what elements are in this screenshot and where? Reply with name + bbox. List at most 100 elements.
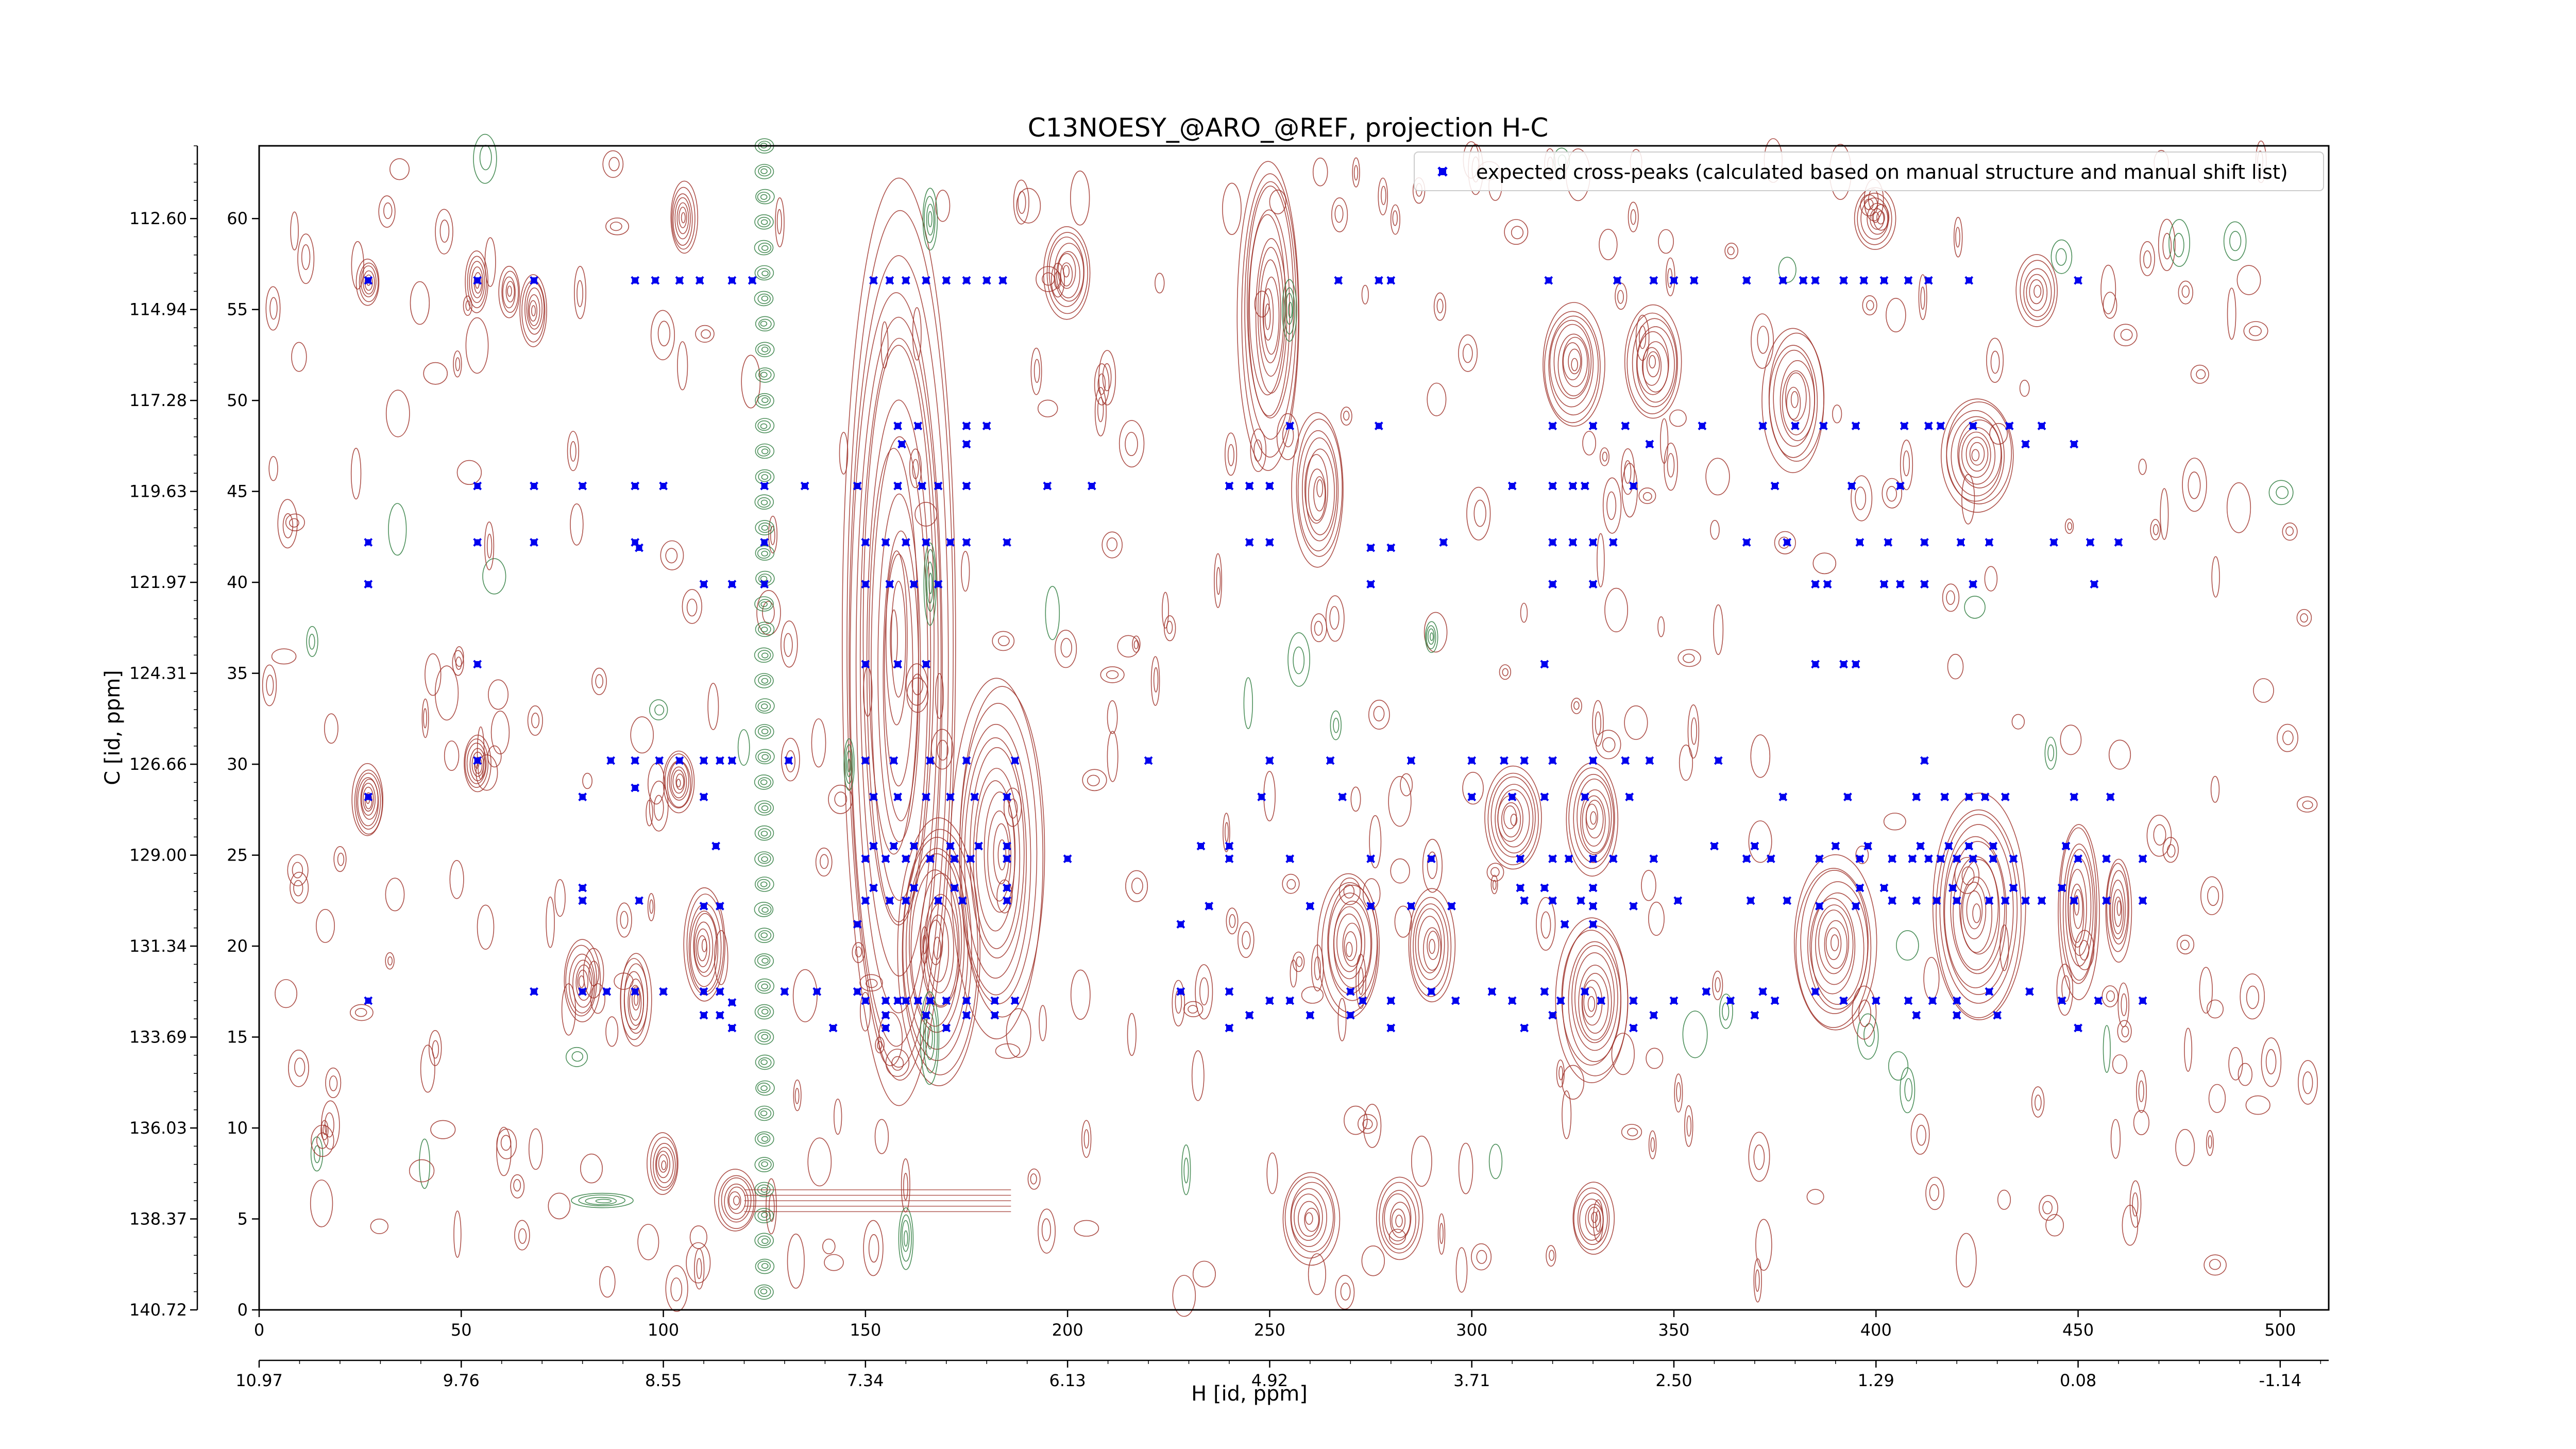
noise-contour <box>1338 877 1361 905</box>
c-ppm-tick-label: 126.66 <box>129 754 187 774</box>
artifact-contour <box>754 164 774 179</box>
noise-contour <box>1956 1233 1977 1288</box>
artifact-contour <box>754 673 774 688</box>
noise-contour <box>1361 1245 1385 1276</box>
noise-contour <box>1602 477 1622 534</box>
cross-peak-marker <box>1888 854 1897 864</box>
noise-contour <box>1582 431 1597 456</box>
cross-peak-marker <box>1936 422 1945 431</box>
noise-contour <box>660 540 684 570</box>
noise-contour <box>435 209 453 255</box>
artifact-contour <box>754 291 774 307</box>
artifact-contour <box>754 800 774 816</box>
cross-peak-marker <box>1815 901 1824 911</box>
cross-peak-marker <box>1285 422 1295 431</box>
cross-peak-marker <box>1629 1023 1638 1033</box>
noise-contour <box>1597 533 1605 587</box>
noise-contour <box>1705 458 1730 496</box>
noise-contour <box>1724 242 1739 259</box>
cross-peak-marker <box>2102 854 2111 864</box>
cross-peak-marker <box>1884 538 1893 547</box>
cross-peak-marker <box>2025 987 2034 996</box>
cross-peak-marker <box>1904 996 1913 1005</box>
noise-contour <box>1621 448 1635 495</box>
noise-contour <box>878 1012 903 1067</box>
noise-contour <box>2129 1180 2142 1228</box>
cross-peak-marker <box>1912 793 1921 802</box>
artifact-contour <box>754 265 774 281</box>
noise-contour <box>874 1119 889 1154</box>
cross-peak-marker <box>922 793 930 802</box>
signal-contour <box>351 763 384 836</box>
cross-peak-marker <box>889 756 899 765</box>
cross-peak-marker <box>982 422 991 431</box>
cross-peak-marker <box>715 901 724 911</box>
noise-contour <box>1368 699 1390 730</box>
cross-peak-marker <box>1366 580 1376 589</box>
cross-peak-marker <box>2070 896 2079 905</box>
noise-contour <box>2199 967 2213 1014</box>
cross-peak-marker <box>1839 660 1848 669</box>
cross-peak-marker <box>1346 987 1355 996</box>
noise-contour <box>2298 1060 2318 1105</box>
cross-peak-marker <box>909 841 919 851</box>
signal-contour <box>1566 762 1619 877</box>
noise-contour <box>1504 219 1529 245</box>
noise-contour <box>781 620 798 668</box>
cross-peak-marker <box>1851 422 1860 431</box>
x-tick-label: 250 <box>1254 1320 1285 1340</box>
cross-peak-marker <box>1306 901 1315 911</box>
y-tick-label: 20 <box>227 936 248 956</box>
cross-peak-marker <box>1507 481 1517 491</box>
noise-contour <box>1646 1048 1664 1069</box>
cross-peak-marker <box>1225 1023 1234 1033</box>
noise-contour <box>833 1099 842 1135</box>
noise-contour <box>482 558 506 595</box>
cross-peak-marker <box>1608 854 1618 864</box>
cross-peak-marker <box>901 996 910 1005</box>
cross-peak-marker <box>1196 841 1206 851</box>
c-ppm-tick-label: 138.37 <box>129 1209 187 1229</box>
noise-contour <box>1155 273 1165 294</box>
noise-contour <box>2296 609 2312 627</box>
cross-peak-marker <box>962 440 971 449</box>
noise-contour <box>496 1128 517 1159</box>
cross-peak-marker <box>925 854 935 864</box>
noise-contour <box>860 992 871 1032</box>
cross-peak-marker <box>748 276 757 285</box>
cross-peak-marker <box>631 481 640 491</box>
noise-contour <box>1900 1067 1916 1114</box>
noise-contour <box>2039 1195 2058 1221</box>
x-axis-label: H [id, ppm] <box>1191 1382 1308 1406</box>
c-ppm-tick-label: 114.94 <box>129 300 187 319</box>
cross-peak-marker <box>1520 756 1529 765</box>
cross-peak-marker <box>1851 901 1860 911</box>
cross-peak-marker <box>1811 276 1820 285</box>
noise-contour <box>2136 1070 2147 1113</box>
noise-contour <box>1039 1005 1047 1041</box>
noise-contour <box>1225 432 1238 476</box>
noise-contour <box>2168 219 2191 267</box>
signal-contour <box>2105 858 2132 963</box>
cross-peak-marker <box>1326 756 1335 765</box>
signal-contour <box>1484 765 1542 870</box>
noise-contour <box>1999 924 2009 971</box>
noise-contour <box>290 871 309 904</box>
cross-peak-marker <box>1948 883 1957 892</box>
noise-contour <box>1886 298 1906 332</box>
h-ppm-tick-label: 6.13 <box>1049 1371 1086 1390</box>
c-ppm-tick-label: 121.97 <box>129 572 187 592</box>
noise-contour <box>1226 907 1239 935</box>
cross-peak-marker <box>881 996 890 1005</box>
cross-peak-marker <box>982 276 991 285</box>
artifact-contour <box>755 621 775 637</box>
cross-peak-marker <box>1265 756 1274 765</box>
cross-peak-marker <box>1993 1010 2002 1020</box>
cross-peak-marker <box>602 987 612 996</box>
noise-contour <box>1677 649 1701 667</box>
y-tick-label: 30 <box>227 754 248 774</box>
cross-peak-marker <box>1879 883 1889 892</box>
noise-contour <box>995 1043 1021 1059</box>
cross-peak-marker <box>1580 481 1589 491</box>
h-ppm-tick-label: 8.55 <box>645 1371 682 1390</box>
